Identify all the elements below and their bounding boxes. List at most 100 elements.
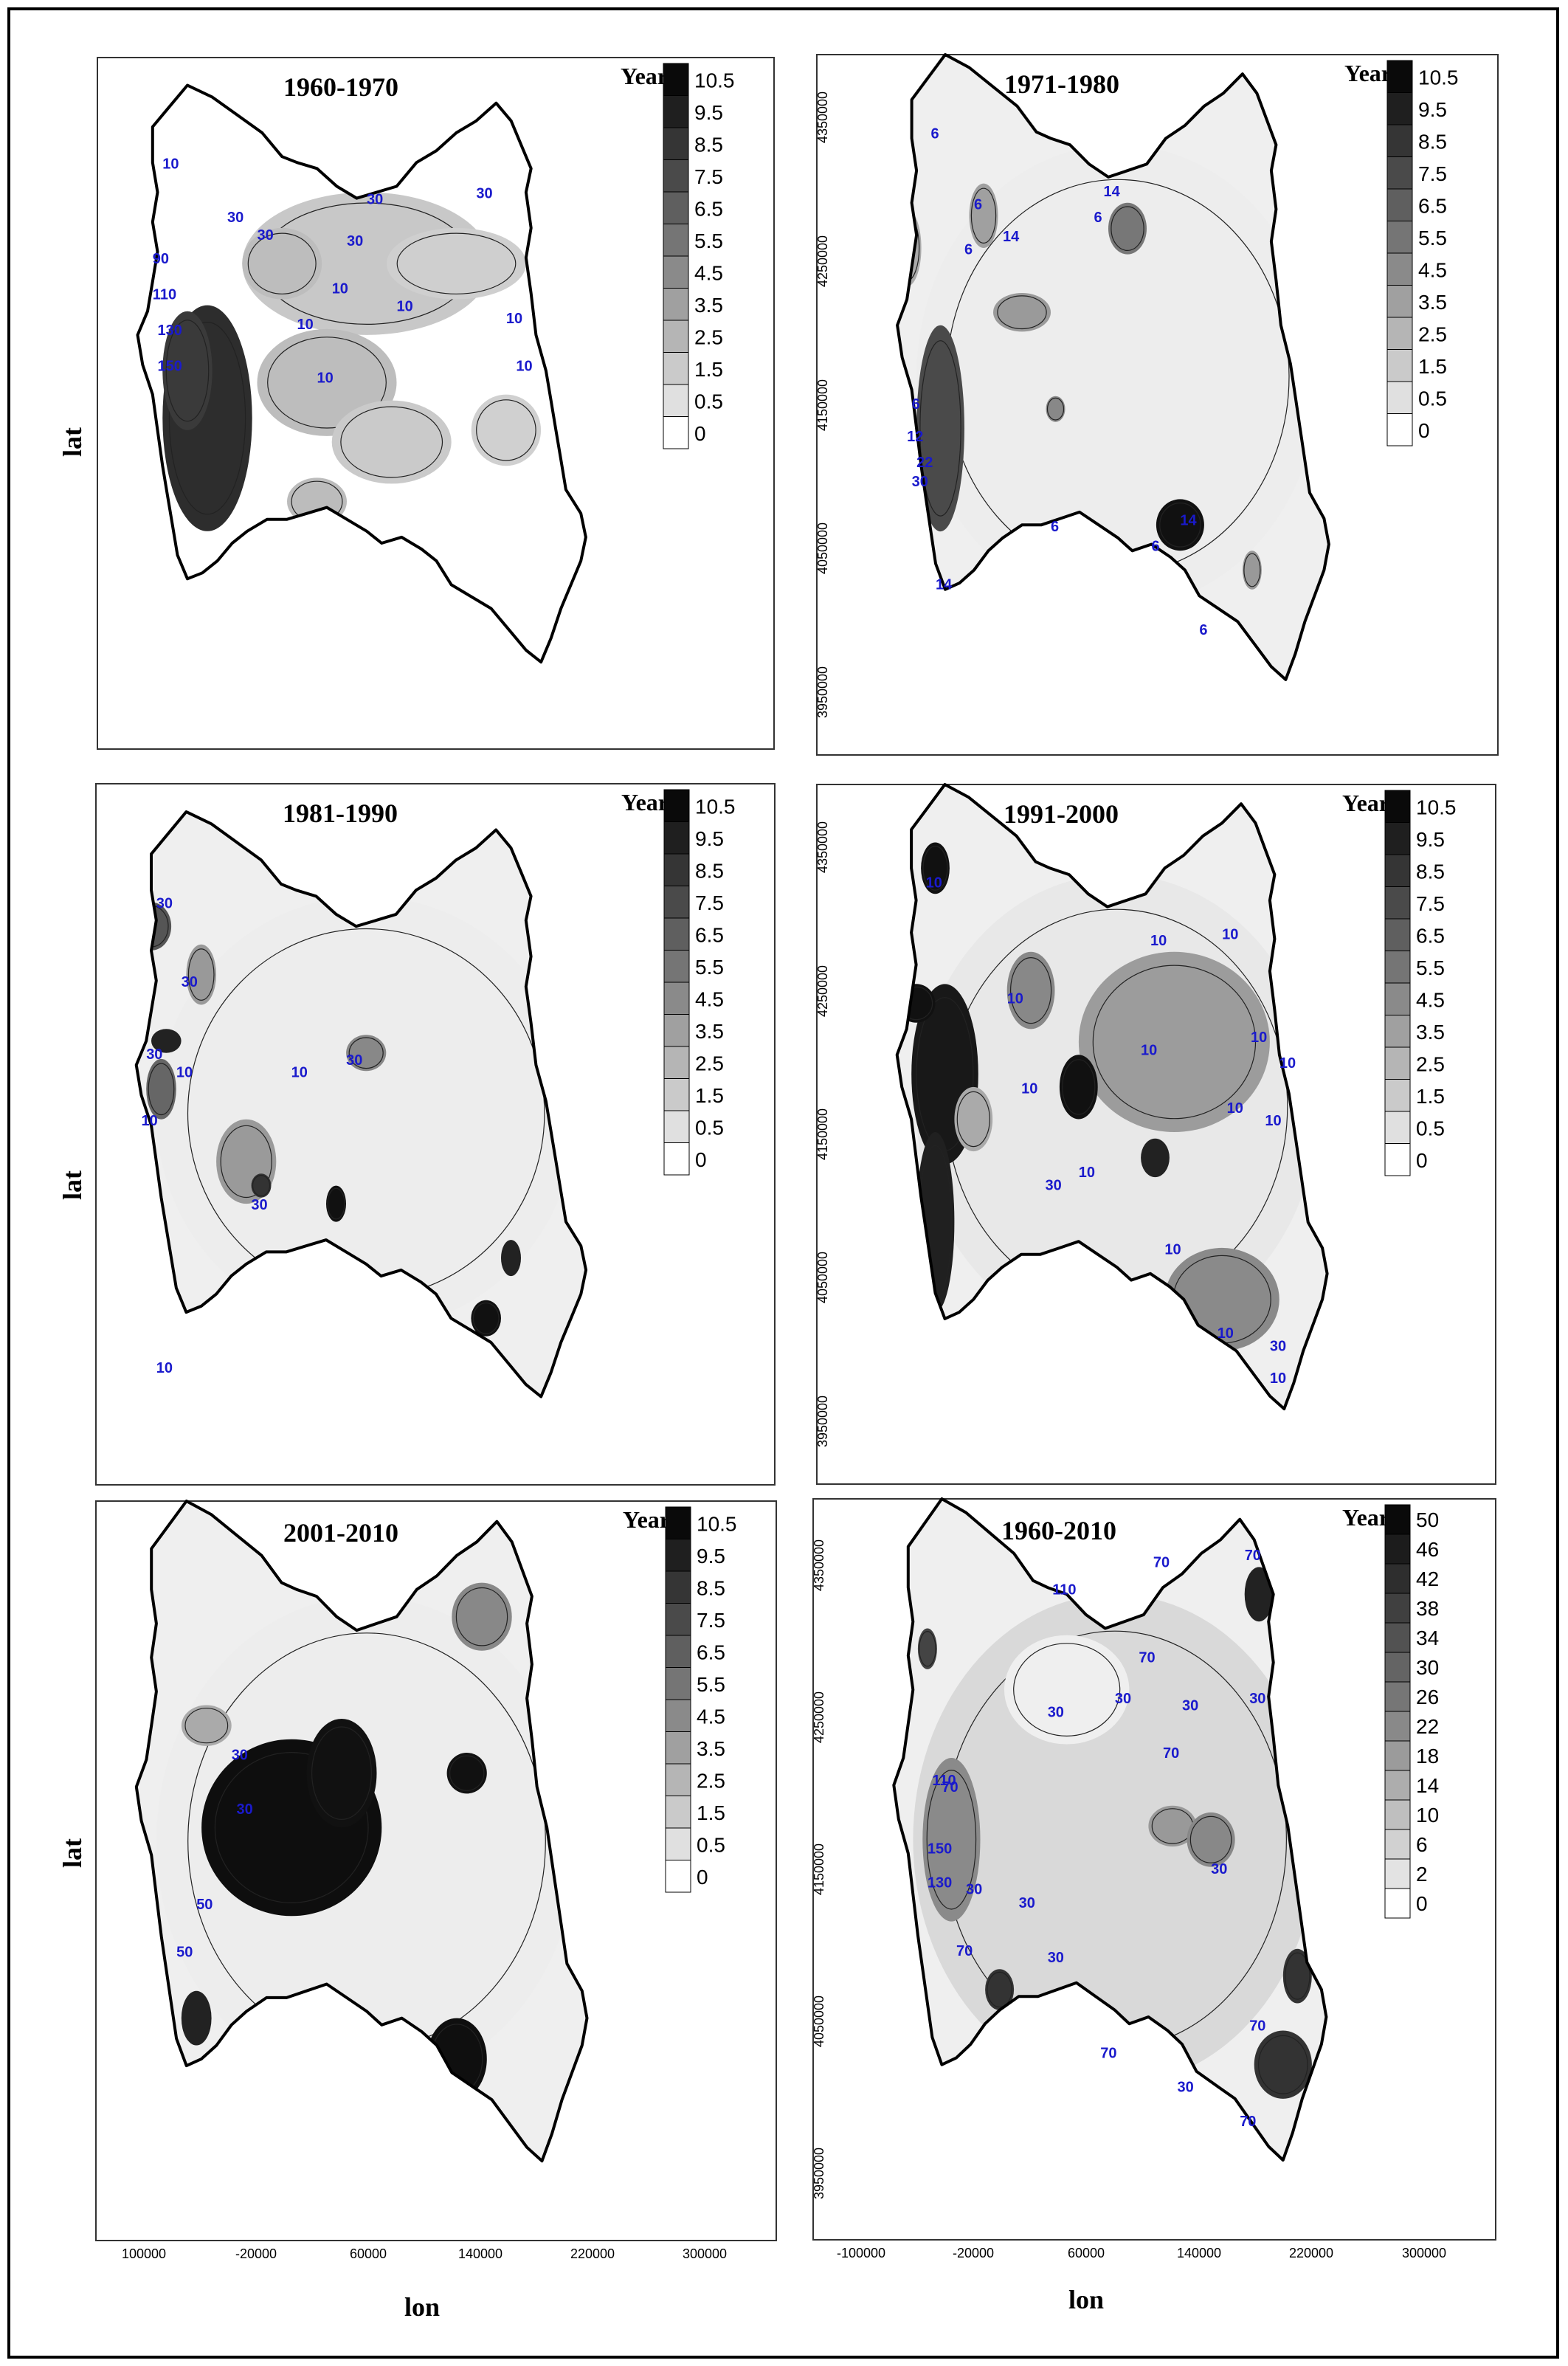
x-tick-label: -100000 [837, 2246, 885, 2260]
contour-label: 6 [1051, 519, 1059, 535]
contour-label: 10 [926, 875, 942, 891]
contour-label: 30 [1249, 1691, 1265, 1707]
legend-swatch [663, 352, 689, 385]
legend-label: 3.5 [1416, 1021, 1445, 1044]
legend-swatch [663, 1142, 690, 1176]
legend-swatch [665, 1699, 691, 1732]
legend-label: 7.5 [1418, 162, 1447, 185]
shaded-region [1004, 1635, 1130, 1745]
contour-label: 70 [942, 1779, 958, 1796]
legend-swatch [1384, 1681, 1411, 1712]
x-tick-label: 140000 [1177, 2246, 1221, 2260]
contour-line [1243, 553, 1261, 587]
legend-label: 10.5 [694, 69, 735, 92]
legend-label: 5.5 [1416, 956, 1445, 979]
contour-line [220, 1125, 272, 1198]
contour-line [1062, 1059, 1096, 1115]
legend-label: 22 [1416, 1715, 1439, 1738]
legend-label: 9.5 [694, 101, 723, 124]
contour-label: 10 [1222, 926, 1238, 942]
shaded-region [922, 1758, 981, 1922]
legend-label: 4.5 [694, 262, 723, 285]
contour-label: 30 [251, 1197, 267, 1213]
y-axis-label-row3: lat [58, 1838, 87, 1868]
contour-line [252, 1174, 271, 1196]
panel-title: 1971-1980 [1004, 69, 1119, 99]
contour-label: 6 [974, 197, 982, 213]
legend-swatch [1386, 60, 1413, 93]
contour-label: 30 [227, 210, 244, 226]
basin-boundary [896, 53, 1330, 681]
contour-label: 10 [1279, 1055, 1296, 1072]
contour-label: 14 [1003, 229, 1020, 245]
x-tick-label: -20000 [235, 2246, 277, 2261]
contour-line [987, 1971, 1012, 2008]
map-svg: 30 30 10 30 10 30 10 30 10 1981-1990 Year 10.5 9.5 8.… [95, 783, 776, 1486]
legend-title: Year [1342, 790, 1389, 816]
contour-line [1159, 502, 1201, 548]
y-tick-label: 4050000 [815, 522, 830, 574]
legend-label: 0.5 [1418, 387, 1447, 410]
legend-swatch [665, 1763, 691, 1796]
y-tick-label: 4150000 [812, 1844, 826, 1895]
shaded-region [916, 325, 964, 532]
legend-swatch [1386, 413, 1413, 446]
contour-label: 10 [1141, 1042, 1157, 1058]
contour-label: 30 [912, 474, 928, 490]
contour-label: 10 [1265, 1113, 1281, 1129]
legend-label: 0.5 [697, 1834, 725, 1857]
map-panel-1960-1970: 10 30 30 30 30 30 10 10 10 10 10 10 90 110 130 150 1960-… [97, 57, 775, 750]
x-tick-label: 300000 [683, 2246, 727, 2261]
shaded-region [306, 1719, 377, 1828]
legend-label: 8.5 [697, 1577, 725, 1600]
legend-swatch [1384, 1829, 1411, 1860]
legend-label: 50 [1416, 1508, 1439, 1531]
shaded-region [916, 145, 1319, 609]
contour-label: 6 [1094, 210, 1102, 226]
legend-label: 9.5 [1416, 828, 1445, 851]
contour-line [1189, 1815, 1232, 1863]
x-tick-label: 220000 [1289, 2246, 1333, 2260]
map-svg: 10 30 30 30 30 30 10 10 10 10 10 10 90 110 130 150 1960-… [97, 57, 775, 750]
contour-line [1111, 206, 1144, 252]
y-tick-label: 3950000 [815, 666, 830, 718]
contour-label: 6 [1199, 622, 1207, 638]
contour-label: 70 [1153, 1554, 1170, 1570]
legend-title: Year [1342, 1504, 1389, 1531]
map-panel-1991-2000: 10 10 10 10 10 10 30 10 10 10 10 10 10 10 30 10 1991-200… [815, 783, 1496, 1485]
shaded-region [1242, 551, 1262, 590]
legend-swatch [665, 1796, 691, 1829]
legend-swatch [1384, 951, 1411, 984]
legend-label: 10.5 [1416, 796, 1457, 819]
legend-swatch [1384, 918, 1411, 951]
legend-swatch [1386, 317, 1413, 350]
contour-line [153, 1030, 180, 1052]
contour-line [311, 1726, 373, 1821]
contour-label: 30 [182, 974, 198, 990]
basin-boundary [892, 1497, 1328, 2162]
shaded-region [446, 1753, 487, 1794]
shaded-region [1078, 951, 1270, 1132]
shaded-region [471, 1300, 501, 1337]
legend-swatch [663, 191, 689, 224]
contour-label: 70 [1240, 2114, 1256, 2130]
contour-line [187, 948, 215, 1001]
legend-swatch [665, 1539, 691, 1572]
legend-swatch [663, 127, 689, 160]
contour-label: 70 [1139, 1650, 1155, 1666]
y-tick-label: 4350000 [812, 1539, 826, 1591]
contour-label: 10 [1150, 933, 1167, 949]
y-axis-label-row2: lat [58, 1170, 87, 1200]
legend-label: 7.5 [695, 891, 724, 914]
shaded-region [1244, 1567, 1274, 1622]
x-tick-label: -20000 [953, 2246, 994, 2260]
legend-label: 10.5 [1418, 66, 1459, 89]
legend-swatch [1384, 1770, 1411, 1801]
contour-label: 30 [1048, 1705, 1064, 1721]
y-tick-label: 4350000 [815, 821, 830, 873]
shaded-region [501, 1240, 521, 1277]
contour-label: 10 [397, 299, 413, 315]
legend-swatch [1384, 1079, 1411, 1112]
shaded-region [1059, 1055, 1098, 1120]
shaded-region [1148, 1805, 1197, 1847]
